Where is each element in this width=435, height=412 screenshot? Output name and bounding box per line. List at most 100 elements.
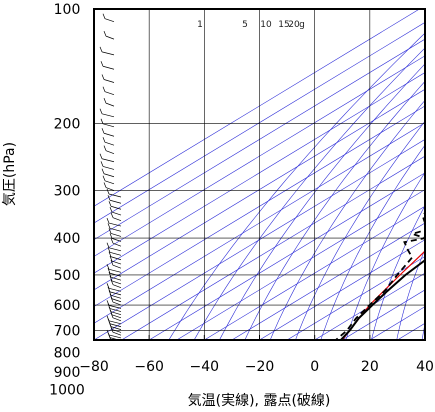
isopleth-lines <box>94 9 435 396</box>
wind-barb <box>113 362 124 370</box>
wind-barb <box>110 238 122 247</box>
wind-barb <box>106 300 122 309</box>
isotherm-line <box>231 222 425 340</box>
profile-lines <box>334 190 425 340</box>
mixing-ratio-label: 15 <box>278 20 289 30</box>
isotherm-line <box>176 189 425 340</box>
isotherm-line <box>396 322 425 340</box>
wind-barb <box>107 247 122 256</box>
isotherm-line <box>369 306 425 340</box>
y-tick-label: 700 <box>54 324 81 340</box>
wind-barb <box>113 350 124 358</box>
wind-barb <box>109 255 122 265</box>
wind-barb <box>110 212 122 222</box>
y-axis-ticks: 100 200 300 400 500 600 700 800 900 1000 <box>49 2 85 399</box>
x-tick-label: 0 <box>310 359 319 375</box>
wind-barb <box>111 379 124 387</box>
wind-barb <box>109 233 122 242</box>
x-axis-title: 気温(実線), 露点(破線) <box>188 393 331 409</box>
wind-barb <box>112 381 124 389</box>
wind-barb <box>108 272 122 281</box>
isotherm-line <box>341 289 425 340</box>
wind-barb <box>114 375 124 383</box>
isotherm-line <box>148 172 425 340</box>
isotherm-line <box>94 72 425 274</box>
wind-barb <box>100 118 115 128</box>
dry-adiabat-line <box>269 99 425 340</box>
y-tick-label: 300 <box>54 184 81 200</box>
isotherm-line <box>94 22 425 224</box>
isotherm-line <box>94 38 425 241</box>
y-tick-label: 900 <box>54 365 81 381</box>
wind-barb <box>101 168 115 178</box>
y-tick-label: 600 <box>54 298 81 314</box>
dry-adiabat-line <box>193 47 425 340</box>
isotherm-line <box>94 88 425 291</box>
dewpoint-line <box>334 190 425 340</box>
wind-barb <box>103 182 115 191</box>
wind-barb <box>102 175 115 185</box>
wind-barb <box>107 286 122 296</box>
wind-barb <box>113 373 124 381</box>
wind-barb <box>110 279 122 289</box>
wind-barb <box>109 275 122 285</box>
x-tick-label: −80 <box>79 359 109 375</box>
dry-adiabat-line <box>320 144 425 340</box>
mixing-ratio-label: g <box>299 20 305 30</box>
x-tick-label: −60 <box>134 359 164 375</box>
y-tick-label: 200 <box>54 117 81 133</box>
wind-barb <box>106 264 122 273</box>
wind-barb <box>107 268 122 277</box>
wind-barb <box>111 368 124 376</box>
wind-barb <box>111 357 124 365</box>
wind-barb <box>112 348 124 356</box>
wind-barb <box>113 383 124 391</box>
isotherm-line <box>94 55 425 257</box>
wind-barb <box>108 251 122 261</box>
x-tick-label: −40 <box>190 359 220 375</box>
wind-barb <box>108 290 122 299</box>
wind-barb <box>110 366 124 374</box>
wind-barb <box>114 364 124 372</box>
wind-barb <box>110 260 122 269</box>
parcel-line <box>341 250 425 340</box>
x-tick-label: −20 <box>245 359 275 375</box>
wind-barb <box>99 153 115 163</box>
wind-barb <box>102 13 115 23</box>
mixing-ratio-label: 10 <box>260 20 272 30</box>
wind-barb <box>100 161 115 170</box>
grid-lines <box>94 9 425 340</box>
wind-barb <box>102 86 115 96</box>
mixing-ratio-label: 20 <box>288 20 300 30</box>
isotherm-line <box>388 9 435 396</box>
dry-adiabat-line <box>371 205 425 340</box>
wind-barb <box>107 343 121 351</box>
wind-barb <box>108 321 122 330</box>
mixing-ratio-label: 1 <box>197 20 203 30</box>
wind-barb <box>100 61 115 70</box>
wind-barb <box>111 340 121 348</box>
dry-adiabat-line <box>396 248 425 340</box>
dry-adiabat-line <box>345 171 425 340</box>
isotherm-line <box>121 155 425 340</box>
wind-barb <box>106 329 122 339</box>
dry-adiabat-line <box>421 322 425 340</box>
x-tick-label: 20 <box>361 359 379 375</box>
y-tick-label: 100 <box>54 2 81 18</box>
wind-barb <box>106 315 122 325</box>
isotherm-line <box>94 105 425 307</box>
y-axis-title: 気圧(hPa) <box>2 142 18 206</box>
wind-barb <box>106 242 122 252</box>
wind-barb <box>107 223 122 232</box>
y-tick-label: 1000 <box>49 383 85 399</box>
wind-barb <box>106 188 122 198</box>
wind-barb <box>99 108 115 118</box>
dry-adiabat-line <box>295 120 425 340</box>
wind-barb <box>112 371 124 379</box>
wind-barb <box>110 355 124 363</box>
dry-adiabat-line <box>168 32 425 340</box>
wind-barb <box>108 201 122 210</box>
wind-barb <box>109 206 122 216</box>
isotherm-line <box>314 272 425 340</box>
